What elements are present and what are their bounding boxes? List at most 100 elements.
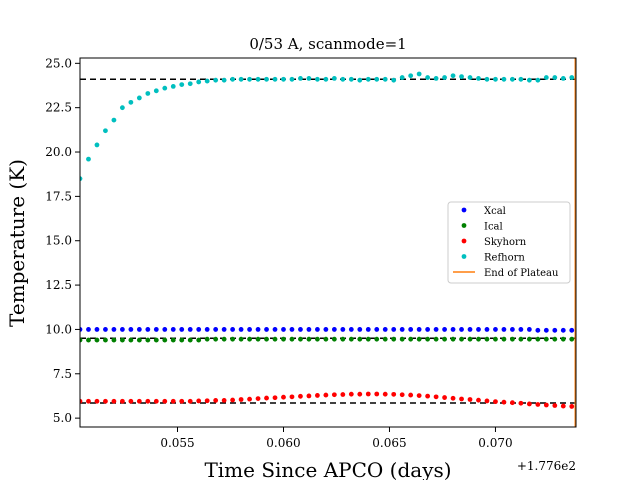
data-point	[416, 336, 422, 342]
data-point	[230, 336, 236, 342]
data-point	[433, 336, 439, 342]
y-tick-label: 25.0	[45, 56, 72, 70]
data-point	[272, 327, 278, 332]
data-point	[170, 398, 176, 404]
data-point	[145, 327, 151, 332]
data-point	[238, 327, 244, 332]
data-point	[331, 392, 337, 398]
data-point	[247, 396, 252, 402]
data-point	[365, 76, 371, 82]
plot-frame	[79, 57, 577, 428]
data-point	[196, 79, 202, 85]
data-point	[399, 392, 405, 398]
data-point	[331, 327, 337, 332]
data-point	[416, 327, 422, 332]
data-point	[357, 77, 363, 83]
data-point	[569, 75, 575, 80]
data-point	[153, 327, 159, 332]
data-point	[467, 327, 473, 332]
data-point	[535, 402, 541, 407]
y-tick-label: 7.5	[53, 367, 72, 381]
data-point	[552, 336, 558, 342]
data-point	[94, 398, 100, 404]
data-point	[374, 336, 380, 342]
data-point	[374, 76, 380, 82]
data-point	[281, 76, 286, 82]
data-point	[484, 76, 490, 82]
x-offset-label: +1.776e2	[517, 459, 576, 473]
data-point	[382, 327, 388, 332]
y-axis-title: Temperature (K)	[5, 159, 29, 327]
data-point	[255, 396, 261, 402]
data-point	[552, 327, 558, 333]
data-point	[348, 76, 354, 82]
data-point	[289, 394, 295, 400]
data-point	[560, 327, 566, 333]
data-point	[264, 327, 269, 332]
data-point	[272, 336, 278, 342]
data-point	[170, 83, 176, 89]
data-point	[94, 142, 100, 148]
data-point	[187, 337, 193, 343]
data-point	[103, 337, 108, 343]
data-point	[119, 398, 125, 404]
data-point	[526, 401, 532, 407]
data-point	[433, 327, 439, 332]
data-point	[221, 397, 227, 403]
data-point	[298, 327, 303, 332]
data-point	[170, 327, 176, 332]
data-point	[153, 398, 159, 404]
data-point	[213, 327, 219, 332]
data-point	[493, 327, 498, 332]
data-point	[535, 327, 541, 333]
y-tick-label: 22.5	[45, 101, 72, 115]
data-point	[86, 398, 91, 404]
data-point	[518, 400, 524, 406]
data-point	[298, 393, 303, 399]
data-point	[264, 336, 269, 342]
data-point	[179, 337, 185, 343]
data-point	[433, 76, 439, 81]
data-point	[391, 327, 397, 332]
data-point	[128, 398, 134, 404]
data-point	[526, 327, 532, 332]
data-point	[408, 392, 414, 398]
data-point	[340, 336, 346, 342]
data-point	[187, 327, 193, 332]
data-point	[204, 398, 210, 404]
data-point	[86, 337, 91, 343]
data-point	[153, 88, 159, 94]
legend-label: Skyhorn	[484, 237, 527, 248]
data-point	[80, 327, 83, 332]
data-point	[187, 81, 193, 87]
data-point	[289, 76, 295, 82]
x-tick-label: 0.065	[372, 436, 406, 450]
data-point	[289, 327, 295, 332]
data-point	[238, 336, 244, 342]
data-point	[493, 336, 498, 342]
data-point	[136, 398, 142, 404]
x-tick-label: 0.055	[160, 436, 194, 450]
data-point	[442, 336, 447, 342]
x-tick-label: 0.060	[266, 436, 300, 450]
data-point	[315, 327, 320, 332]
data-point	[323, 336, 329, 342]
data-point	[162, 85, 168, 91]
data-point	[162, 327, 168, 332]
data-point	[569, 327, 575, 333]
data-point	[526, 336, 532, 342]
data-point	[357, 336, 363, 342]
data-point	[298, 76, 303, 81]
data-point	[86, 327, 91, 332]
data-point	[374, 327, 380, 332]
data-point	[399, 75, 405, 80]
data-point	[94, 327, 100, 332]
data-point	[543, 336, 549, 342]
series-skyhorn	[80, 391, 575, 409]
data-point	[552, 75, 558, 80]
data-point	[119, 337, 125, 343]
y-tick-label: 20.0	[45, 145, 72, 159]
data-point	[136, 95, 142, 101]
data-point	[501, 399, 507, 405]
data-point	[365, 327, 371, 332]
